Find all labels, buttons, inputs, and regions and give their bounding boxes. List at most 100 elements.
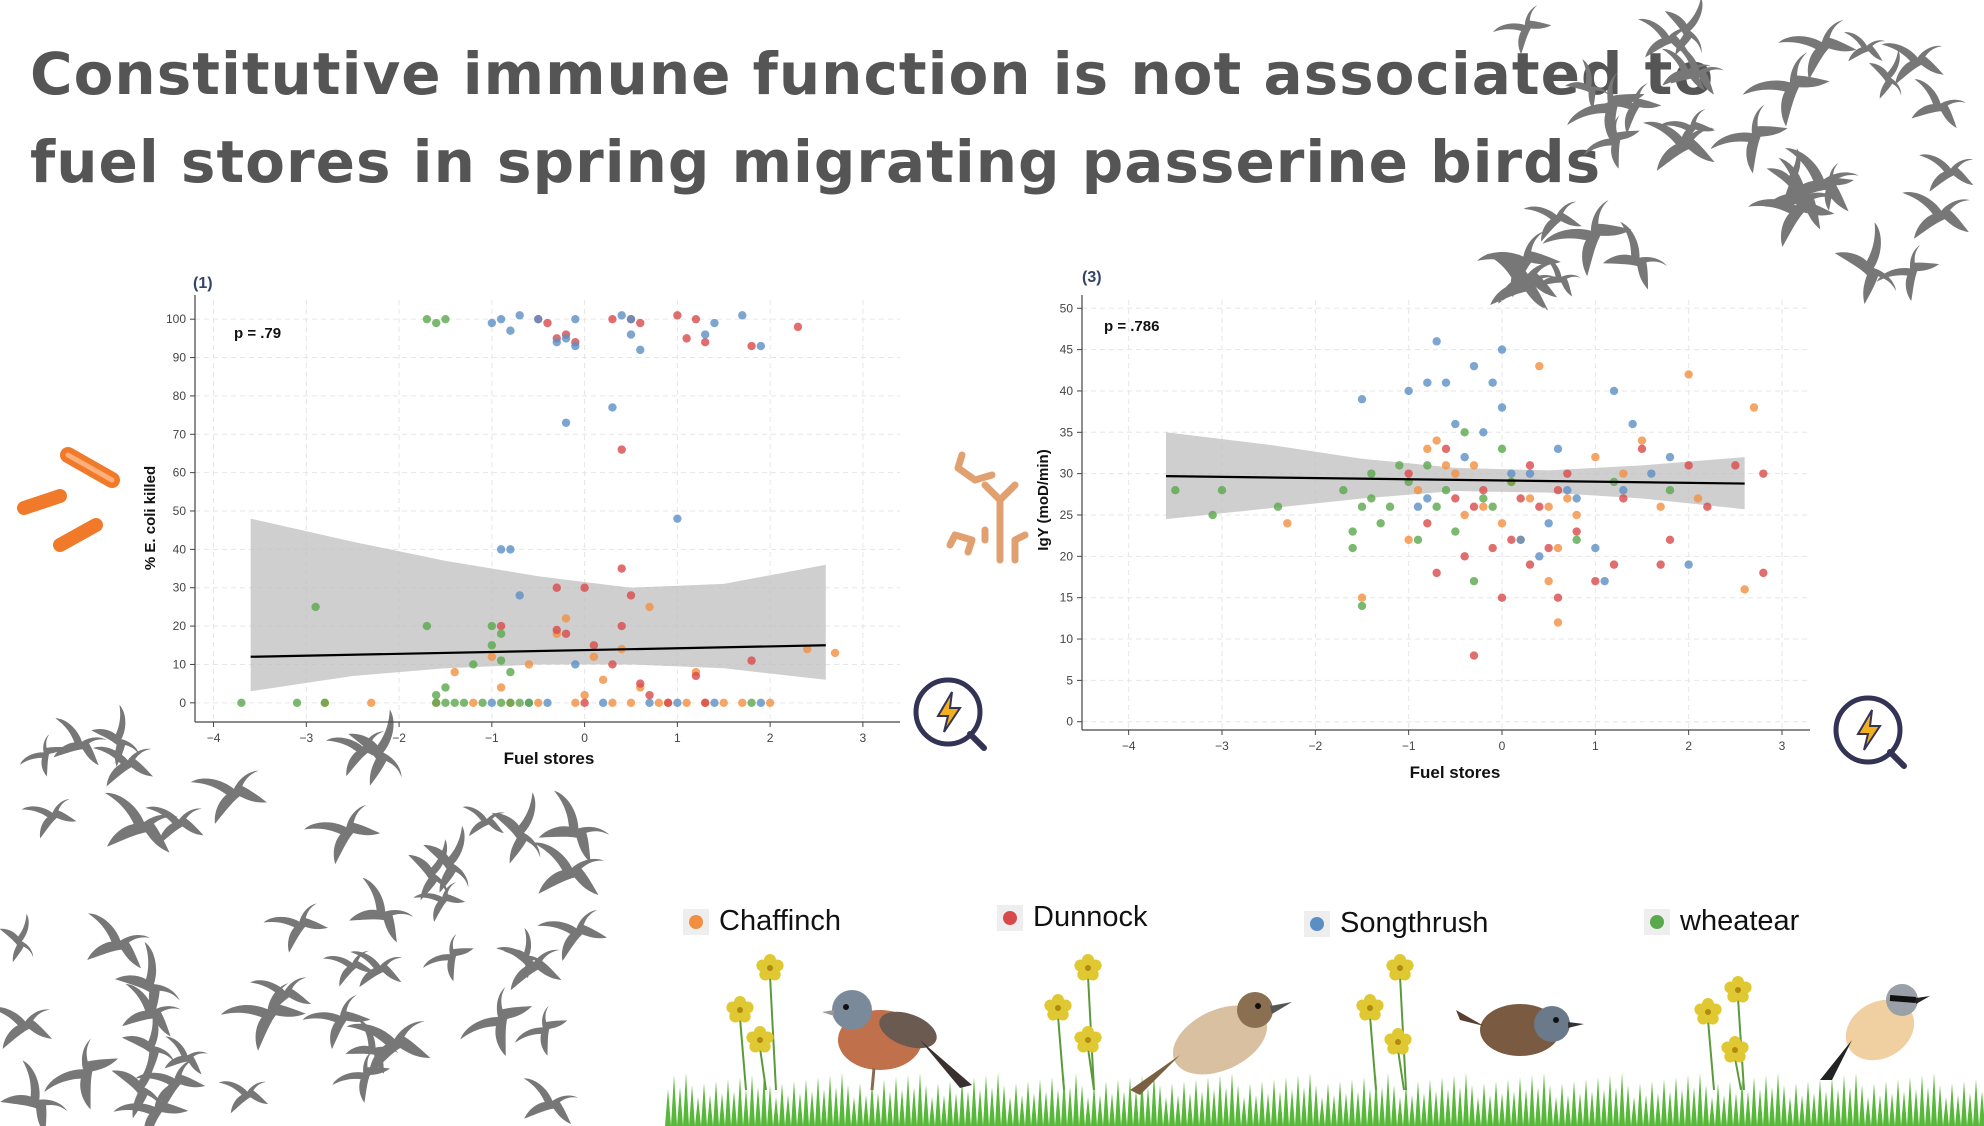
point-dunnock xyxy=(608,660,617,669)
point-dunnock xyxy=(1507,535,1516,545)
point-chaffinch xyxy=(571,698,580,708)
point-chaffinch xyxy=(1563,494,1572,503)
flower-center xyxy=(737,1007,743,1013)
point-dunnock xyxy=(1423,519,1432,528)
grass-blade xyxy=(1067,1087,1073,1126)
point-songthrush xyxy=(1497,345,1507,354)
point-chaffinch xyxy=(496,683,506,692)
point-dunnock xyxy=(691,314,701,324)
point-songthrush xyxy=(496,314,506,324)
bird-silhouette xyxy=(21,790,80,841)
bird-silhouette xyxy=(1919,149,1976,193)
point-wheatear xyxy=(441,683,450,692)
grass-blade xyxy=(827,1075,833,1126)
grass-blade xyxy=(1679,1089,1685,1126)
point-wheatear xyxy=(1208,510,1217,520)
grass-blade xyxy=(1499,1093,1505,1126)
grass-blade xyxy=(1421,1093,1427,1126)
point-songthrush xyxy=(506,326,515,335)
point-chaffinch xyxy=(1572,510,1581,520)
grass-blade xyxy=(1325,1083,1331,1126)
point-wheatear xyxy=(422,621,432,631)
bird-silhouette xyxy=(1492,0,1555,59)
point-chaffinch xyxy=(803,644,812,654)
point-wheatear xyxy=(496,656,506,665)
point-chaffinch xyxy=(1404,535,1413,545)
flower-center xyxy=(1367,1005,1373,1011)
grass-blade xyxy=(1481,1083,1487,1126)
flower-center xyxy=(1732,1047,1738,1053)
point-wheatear xyxy=(1348,543,1357,553)
point-wheatear xyxy=(524,698,534,708)
grass-blade xyxy=(863,1095,869,1126)
y-tick-label: 50 xyxy=(1060,301,1074,315)
grass-blade xyxy=(695,1097,701,1126)
point-songthrush xyxy=(1516,535,1525,545)
grass-blade xyxy=(1451,1075,1457,1126)
grass-blade xyxy=(791,1081,797,1126)
point-dunnock xyxy=(1432,568,1441,578)
grass-blade xyxy=(1751,1077,1757,1126)
point-wheatear xyxy=(1432,502,1441,511)
grass-blade xyxy=(761,1073,767,1126)
point-wheatear xyxy=(1413,535,1423,545)
grass-blade xyxy=(821,1089,827,1126)
grass-blade xyxy=(1133,1089,1139,1126)
bacteria-icon xyxy=(17,447,120,552)
grass-blade xyxy=(1043,1091,1049,1126)
grass-blade xyxy=(929,1097,935,1126)
grass-blade xyxy=(1517,1077,1523,1126)
wheatear-bird-icon xyxy=(1820,984,1930,1080)
grass-blade xyxy=(779,1083,785,1126)
point-songthrush xyxy=(645,698,654,708)
point-songthrush xyxy=(1404,386,1413,396)
grass-blade xyxy=(1973,1079,1979,1126)
grass-blade xyxy=(1355,1091,1361,1126)
y-tick-label: 0 xyxy=(1066,715,1073,729)
point-songthrush xyxy=(543,698,552,708)
grass-blade xyxy=(1619,1073,1625,1126)
grass-blade xyxy=(1601,1089,1607,1126)
y-tick-label: 30 xyxy=(173,581,187,595)
grass-blade xyxy=(1727,1081,1733,1126)
grass-blade xyxy=(755,1087,761,1126)
point-wheatear xyxy=(237,698,246,708)
point-chaffinch xyxy=(1591,452,1600,462)
grass-blade xyxy=(881,1079,887,1126)
grass-blade xyxy=(1835,1089,1841,1126)
grass-blade xyxy=(941,1095,947,1126)
flower-stem xyxy=(739,1017,747,1091)
point-songthrush xyxy=(756,698,766,708)
point-dunnock xyxy=(663,698,673,708)
grass-blade xyxy=(1805,1081,1811,1126)
y-tick-label: 80 xyxy=(173,389,187,403)
title-line-1: Constitutive immune function is not asso… xyxy=(30,40,1715,108)
x-tick-label: 2 xyxy=(1685,739,1692,753)
point-dunnock xyxy=(561,629,571,638)
point-songthrush xyxy=(1451,419,1460,429)
grass-blade xyxy=(1637,1083,1643,1126)
grass-blade xyxy=(1241,1097,1247,1126)
bird-silhouette xyxy=(323,942,378,989)
point-wheatear xyxy=(1171,485,1180,495)
grass-blade xyxy=(1391,1085,1397,1126)
point-dunnock xyxy=(636,318,645,328)
point-chaffinch xyxy=(487,652,497,661)
grass-blade xyxy=(1535,1087,1541,1126)
point-dunnock xyxy=(1404,469,1413,478)
point-wheatear xyxy=(431,690,441,700)
grass-blade xyxy=(707,1095,713,1126)
grass-blade xyxy=(1439,1077,1445,1126)
point-wheatear xyxy=(506,698,515,708)
point-wheatear xyxy=(1665,485,1675,495)
point-songthrush xyxy=(487,698,497,708)
flower-stem xyxy=(1057,1015,1065,1091)
grass-blade xyxy=(1163,1097,1169,1126)
confidence-ribbon xyxy=(250,518,826,692)
point-chaffinch xyxy=(1544,502,1553,511)
point-wheatear xyxy=(431,698,441,708)
point-songthrush xyxy=(1544,519,1553,528)
point-songthrush xyxy=(1507,469,1516,478)
grass-blade xyxy=(1901,1091,1907,1126)
